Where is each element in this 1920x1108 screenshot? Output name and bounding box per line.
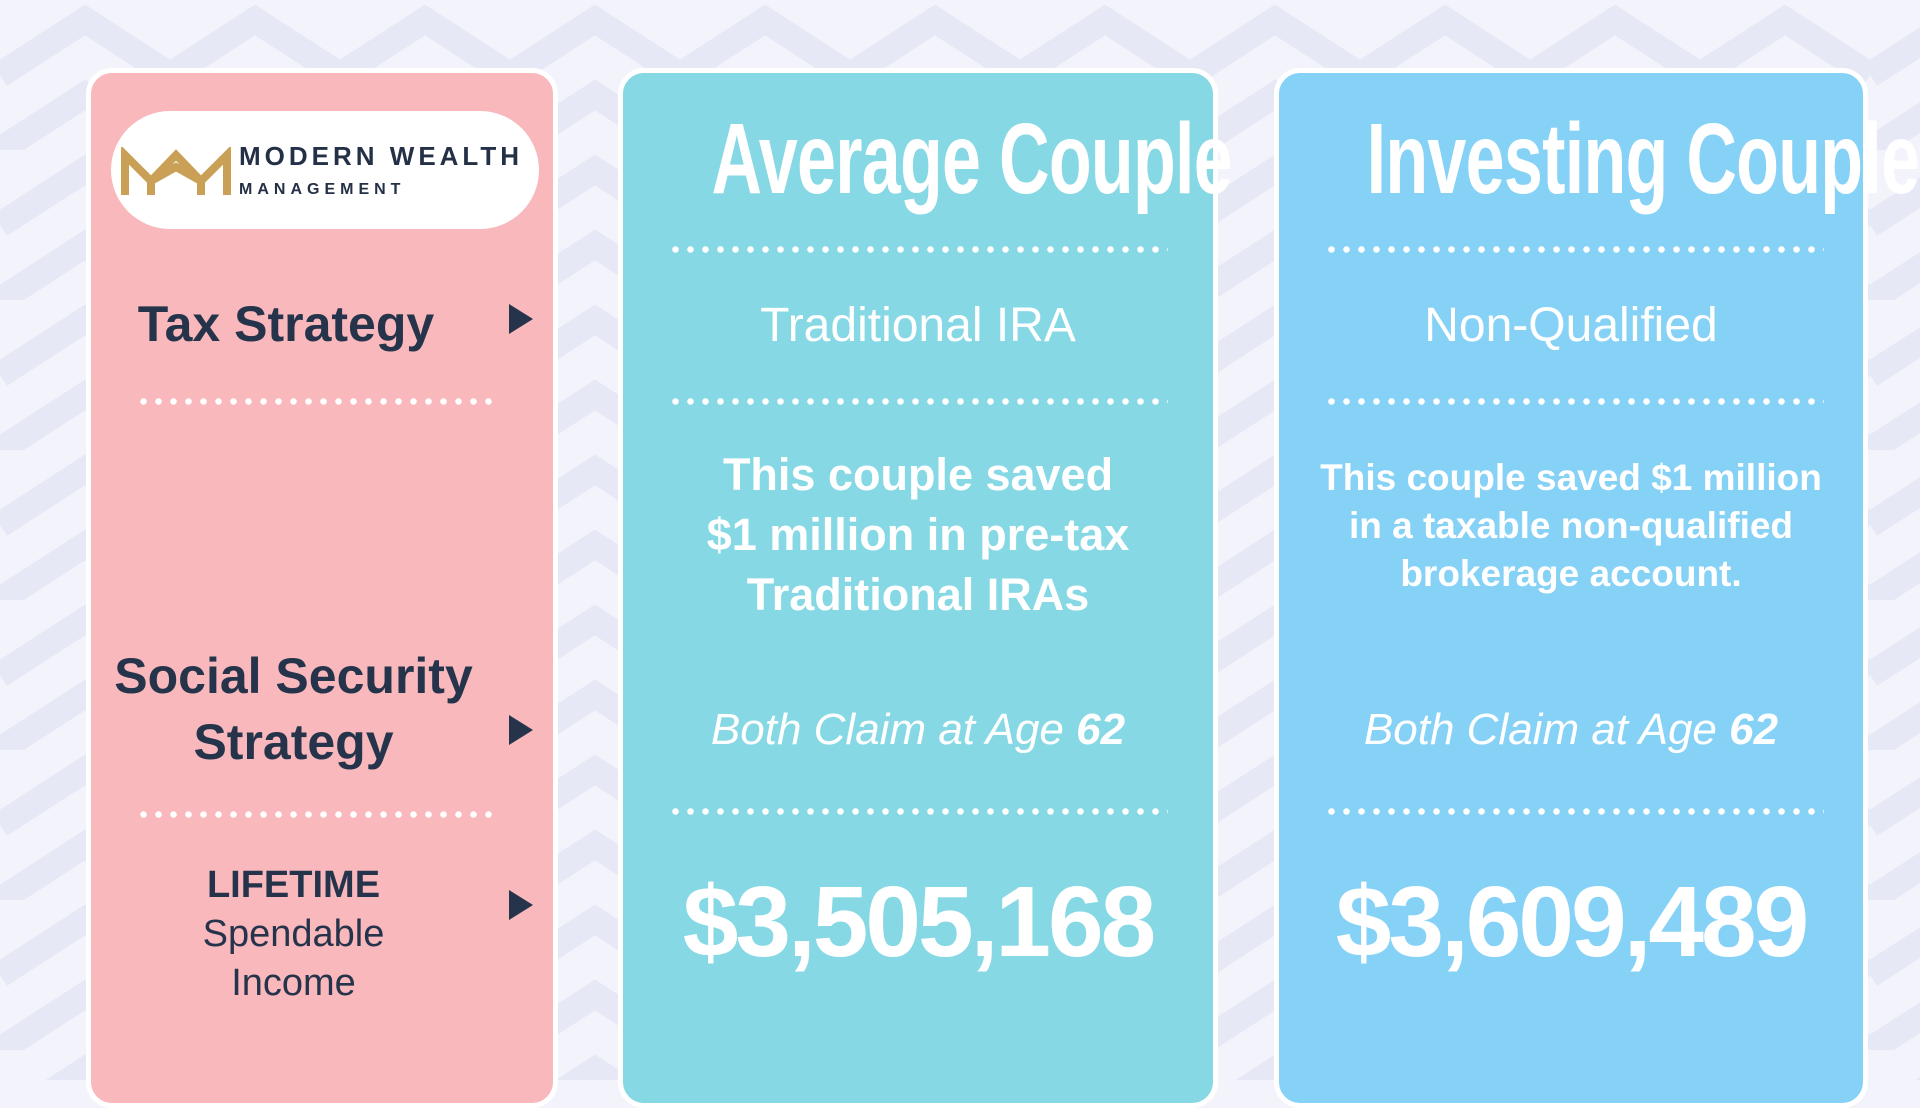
- brand-subtitle: MANAGEMENT: [239, 181, 406, 198]
- investing-couple-desc-line3: brokerage account.: [1400, 553, 1742, 594]
- income-label: Income: [231, 962, 356, 1004]
- divider: [668, 246, 1168, 253]
- divider: [668, 808, 1168, 815]
- average-couple-strategy: Traditional IRA: [760, 299, 1076, 352]
- tax-strategy-arrow-icon: [509, 304, 533, 334]
- investing-couple-desc-line2: in a taxable non-qualified: [1348, 505, 1794, 546]
- investing-couple-panel: Investing Couple Non-Qualified This coup…: [1274, 68, 1920, 1108]
- investing-couple-strategy: Non-Qualified: [1424, 299, 1718, 352]
- divider: [668, 398, 1168, 405]
- average-couple-amount: $3,505,168: [682, 866, 1157, 978]
- claim-age: 62: [1729, 705, 1779, 754]
- lifetime-income-arrow-icon: [509, 890, 533, 920]
- divider: [136, 811, 496, 818]
- claim-prefix: Both Claim at Age: [710, 705, 1077, 754]
- divider: [1324, 246, 1824, 253]
- social-security-arrow-icon: [509, 715, 533, 745]
- investing-couple-desc-line1: This couple saved $1 million: [1320, 457, 1822, 498]
- claim-age: 62: [1076, 705, 1126, 754]
- average-couple-desc-line2: $1 million in pre-tax: [706, 509, 1130, 560]
- average-couple-claim: Both Claim at Age 62: [623, 705, 1213, 755]
- divider: [136, 398, 496, 405]
- divider: [1324, 808, 1824, 815]
- lifetime-label: LIFETIME: [206, 864, 381, 906]
- brand-logo-card: MODERN WEALTH MANAGEMENT: [111, 111, 539, 229]
- social-security-label-line2: Strategy: [193, 714, 394, 770]
- average-couple-panel: Average Couple Traditional IRA This coup…: [618, 68, 1233, 1108]
- tax-strategy-label: Tax Strategy: [137, 296, 435, 352]
- average-couple-title: Average Couple: [711, 103, 1233, 215]
- investing-couple-title: Investing Couple: [1366, 103, 1920, 215]
- spendable-label: Spendable: [202, 913, 385, 955]
- mw-monogram-icon: [121, 147, 231, 195]
- claim-prefix: Both Claim at Age: [1363, 705, 1730, 754]
- investing-couple-amount: $3,609,489: [1335, 866, 1810, 978]
- row-labels-panel: MODERN WEALTH MANAGEMENT Tax Strategy So…: [86, 68, 558, 1108]
- average-couple-desc-line1: This couple saved: [722, 449, 1114, 500]
- average-couple-desc-line3: Traditional IRAs: [746, 569, 1090, 620]
- investing-couple-claim: Both Claim at Age 62: [1279, 705, 1863, 755]
- brand-name: MODERN WEALTH: [239, 141, 524, 171]
- social-security-label-line1: Social Security: [114, 648, 473, 704]
- divider: [1324, 398, 1824, 405]
